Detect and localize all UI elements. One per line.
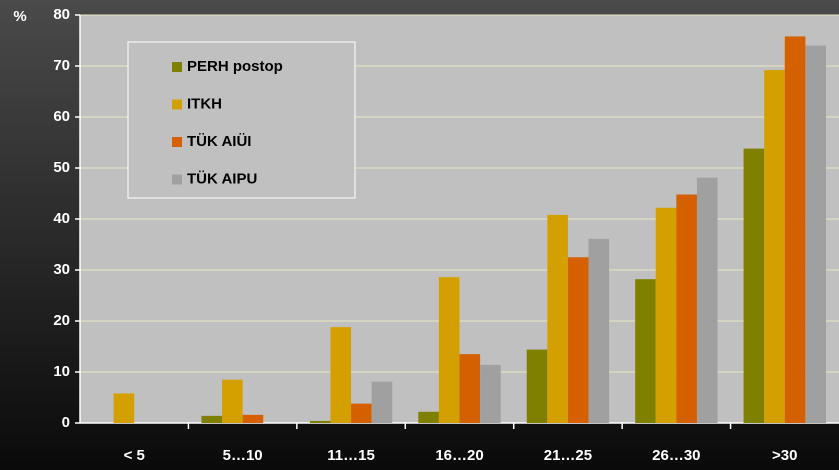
- y-tick-label: 30: [53, 261, 70, 278]
- x-tick-label: 5…10: [223, 447, 263, 464]
- bar: [480, 364, 501, 423]
- bar: [784, 36, 806, 424]
- y-tick-label: 70: [53, 57, 70, 74]
- y-tick-label: 0: [62, 414, 70, 431]
- bar: [635, 279, 656, 423]
- legend-label: TÜK AIÜI: [187, 133, 251, 150]
- x-tick-label: 26…30: [652, 447, 700, 464]
- bar: [242, 414, 264, 423]
- legend-swatch: [172, 174, 182, 185]
- legend-label: ITKH: [187, 95, 222, 112]
- bar: [526, 349, 548, 423]
- bar: [567, 257, 589, 423]
- legend-box: [127, 41, 356, 199]
- x-tick-label: 21…25: [544, 447, 592, 464]
- bar: [459, 354, 481, 423]
- bar: [222, 379, 243, 423]
- x-tick-label: >30: [772, 447, 797, 464]
- bar: [418, 411, 439, 423]
- y-axis-label: %: [13, 8, 26, 25]
- bar: [676, 194, 697, 423]
- bar: [655, 207, 677, 423]
- y-tick-label: 10: [53, 363, 70, 380]
- bar: [371, 381, 393, 423]
- bar: [805, 45, 826, 423]
- bar: [547, 214, 568, 423]
- bar: [438, 277, 460, 423]
- y-tick-label: 50: [53, 159, 70, 176]
- y-tick-label: 20: [53, 312, 70, 329]
- bar: [113, 393, 135, 423]
- y-tick-label: 40: [53, 210, 70, 227]
- bar: [696, 177, 718, 423]
- bar: [588, 238, 610, 423]
- y-tick-label: 60: [53, 108, 70, 125]
- y-tick-label: 80: [53, 6, 70, 23]
- bar: [201, 415, 223, 423]
- legend-label: PERH postop: [187, 58, 283, 75]
- legend-swatch: [172, 137, 182, 147]
- legend-swatch: [172, 99, 182, 110]
- x-tick-label: 16…20: [435, 447, 483, 464]
- bar: [351, 403, 372, 423]
- x-tick-label: 11…15: [327, 447, 375, 464]
- legend-swatch: [172, 62, 182, 72]
- bar: [309, 420, 331, 423]
- bar: [330, 327, 352, 423]
- bar: [764, 70, 785, 423]
- x-tick-label: < 5: [124, 447, 145, 464]
- legend-label: TÜK AIPU: [187, 170, 257, 187]
- bar: [743, 148, 765, 423]
